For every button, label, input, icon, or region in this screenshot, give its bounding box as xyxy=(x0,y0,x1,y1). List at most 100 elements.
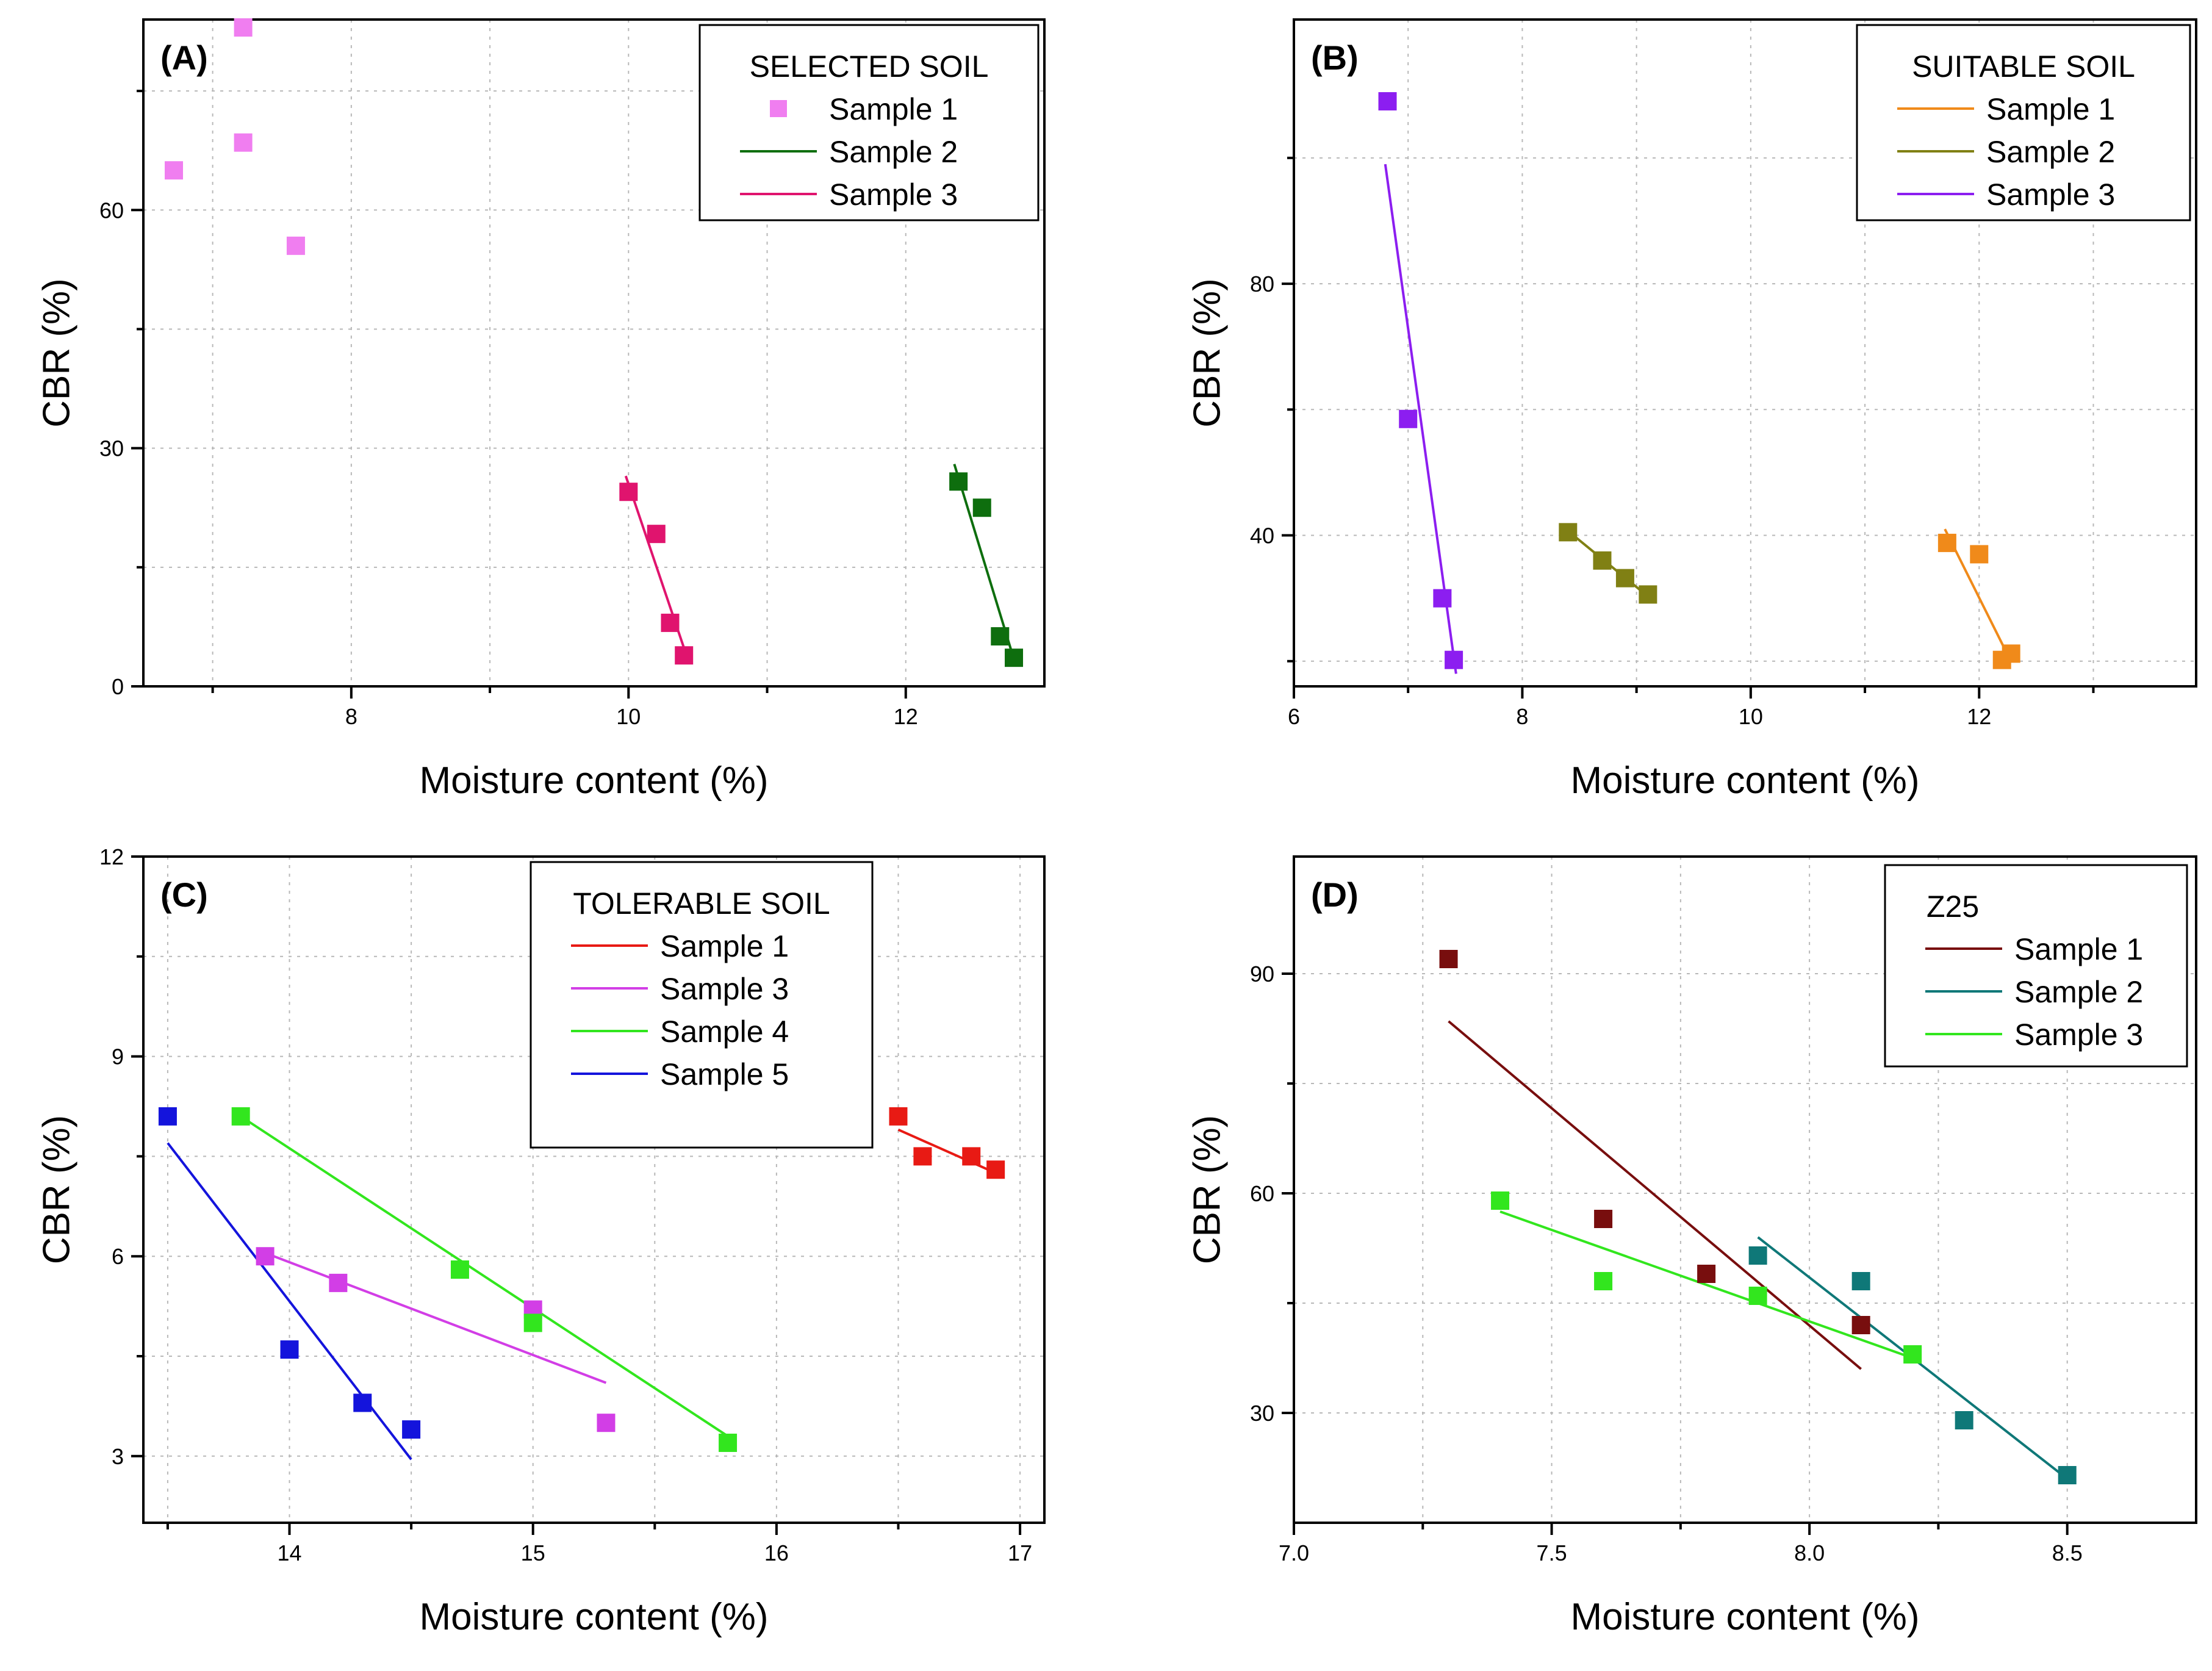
panel-a-sample-2-point xyxy=(991,627,1010,646)
panel-c-series xyxy=(158,1107,1005,1461)
panel-a-y-tick-label: 30 xyxy=(99,436,124,461)
panel-c-sample-2-point xyxy=(256,1247,275,1266)
panel-a-sample-1-point xyxy=(234,18,253,37)
panel-d-sample-2-point xyxy=(1955,1411,1973,1429)
panel-d-sample-1-point xyxy=(1697,1265,1716,1283)
panel-a-x-tick-label: 8 xyxy=(345,704,357,729)
panel-d-x-tick-label: 8.0 xyxy=(1794,1540,1825,1565)
panel-c-x-tick-label: 17 xyxy=(1008,1540,1032,1565)
panel-d-sample-3-point xyxy=(1903,1345,1922,1364)
panel-a-sample-2-point xyxy=(1005,649,1024,667)
panel-d-axes-frame xyxy=(1293,855,2197,1524)
panel-c-y-tick-label: 12 xyxy=(99,844,124,869)
panel-b-sample-3-fit-line xyxy=(1384,164,1457,674)
panel-a-legend-title: SELECTED SOIL xyxy=(750,49,989,84)
panel-a-sample-3-point xyxy=(647,525,666,544)
panel-c-legend: TOLERABLE SOIL Sample 1 Sample 3 Sample … xyxy=(530,861,874,1149)
panel-d-sample-3-point xyxy=(1748,1287,1767,1305)
panel-d-sample-2-point xyxy=(2058,1466,2077,1484)
panel-c-axes-frame xyxy=(142,855,1046,1524)
panel-b-legend-title: SUITABLE SOIL xyxy=(1912,49,2135,84)
panel-b-x-axis-title: Moisture content (%) xyxy=(1571,760,1920,802)
panel-d-sample-3-fit-line xyxy=(1499,1210,1913,1359)
panel-a-sample-3-point xyxy=(619,483,638,501)
panel-a-y-tick-label: 60 xyxy=(99,198,124,223)
panel-c-y-tick-label: 3 xyxy=(112,1444,124,1469)
panel-d-sample-3-point xyxy=(1594,1272,1613,1290)
panel-b-sample-2-point xyxy=(1559,523,1578,542)
panel-d-sample-2-point xyxy=(1748,1246,1767,1265)
panel-c-sample-1-point xyxy=(986,1160,1005,1179)
panel-c-legend-label-2: Sample 3 xyxy=(660,972,789,1006)
panel-a-sample-2-point xyxy=(949,472,968,491)
panel-c-y-tick-label: 9 xyxy=(112,1044,124,1069)
panel-a-sample-2-point xyxy=(972,498,991,517)
panel-b-series xyxy=(1378,92,2020,674)
panel-b-legend-label-1: Sample 1 xyxy=(1986,92,2115,126)
panel-c-sample-2-point xyxy=(597,1414,616,1432)
panel-b-sample-3-point xyxy=(1399,409,1418,428)
panel-c-label: (C) xyxy=(160,875,208,914)
panel-d-y-tick-label: 30 xyxy=(1250,1401,1274,1426)
panel-c-sample-2-fit-line xyxy=(264,1251,607,1384)
panel-a-legend: SELECTED SOIL Sample 1 Sample 2 Sample 3 xyxy=(698,24,1040,221)
panel-a-label: (A) xyxy=(160,38,208,77)
panel-d-ticks: 7.0 7.5 8.0 8.5 30 60 90 xyxy=(1250,961,2083,1565)
panel-b-y-tick-label: 80 xyxy=(1250,271,1274,296)
panel-a-legend-label-1: Sample 1 xyxy=(829,92,958,126)
panel-b-legend: SUITABLE SOIL Sample 1 Sample 2 Sample 3 xyxy=(1856,24,2191,221)
legend-marker-swatch xyxy=(770,100,787,117)
panel-b-sample-1-point xyxy=(2002,644,2020,663)
panel-c-legend-title: TOLERABLE SOIL xyxy=(573,886,830,921)
panel-a-sample-3-point xyxy=(661,613,680,632)
panel-c-legend-label-3: Sample 4 xyxy=(660,1015,789,1049)
panel-b-x-tick-label: 12 xyxy=(1967,704,1991,729)
panel-b-sample-1-point xyxy=(1970,545,1989,564)
panel-d-legend-label-1: Sample 1 xyxy=(2014,932,2143,966)
panel-d-x-tick-label: 8.5 xyxy=(2052,1540,2083,1565)
panel-c: 14 15 16 17 3 6 9 12 (C) Moisture content (%) C… xyxy=(35,844,1046,1638)
panel-b-legend-label-3: Sample 3 xyxy=(1986,178,2115,212)
panel-c-sample-4-point xyxy=(280,1340,299,1359)
panel-d-y-tick-label: 90 xyxy=(1250,961,1274,986)
panel-c-sample-1-fit-line xyxy=(897,1128,996,1174)
panel-c-legend-label-1: Sample 1 xyxy=(660,929,789,963)
panel-b-sample-2-point xyxy=(1593,551,1612,570)
panel-d-sample-1-point xyxy=(1851,1316,1870,1334)
panel-a-ticks: 8 10 12 0 30 60 xyxy=(99,90,918,729)
panel-c-sample-3-point xyxy=(450,1260,469,1279)
panel-d-sample-1-fit-line xyxy=(1448,1020,1862,1370)
panel-b-sample-3-point xyxy=(1378,92,1397,111)
panel-c-x-axis-title: Moisture content (%) xyxy=(420,1596,769,1638)
panel-d-legend-box xyxy=(1884,864,2188,1068)
panel-b-x-tick-label: 8 xyxy=(1516,704,1528,729)
panel-b-label: (B) xyxy=(1311,38,1359,77)
panel-d-sample-2-point xyxy=(1851,1272,1870,1290)
panel-c-sample-3-point xyxy=(523,1313,542,1332)
panel-d-label: (D) xyxy=(1311,875,1359,914)
panel-b: 6 8 10 12 40 80 (B) Moisture content (%) CBR … xyxy=(1186,18,2197,802)
panel-c-sample-4-point xyxy=(158,1107,177,1126)
panel-b-sample-3-point xyxy=(1433,589,1452,608)
panel-a-x-tick-label: 10 xyxy=(616,704,641,729)
panel-b-sample-2-point xyxy=(1615,569,1634,588)
panel-d: 7.0 7.5 8.0 8.5 30 60 90 (D) Moisture content … xyxy=(1186,855,2197,1638)
panel-c-sample-3-point xyxy=(719,1433,738,1452)
panel-d-legend-label-3: Sample 3 xyxy=(2014,1018,2143,1052)
panel-c-x-tick-label: 14 xyxy=(277,1540,301,1565)
panel-a-sample-2-fit-line xyxy=(953,464,1014,655)
panel-a-legend-label-3: Sample 3 xyxy=(829,178,958,212)
panel-d-legend-title: Z25 xyxy=(1927,889,1979,924)
panel-d-y-tick-label: 60 xyxy=(1250,1181,1274,1206)
panel-d-sample-1-point xyxy=(1439,950,1458,968)
panel-b-x-tick-label: 6 xyxy=(1288,704,1300,729)
panel-b-legend-box xyxy=(1856,24,2191,221)
panel-d-legend: Z25 Sample 1 Sample 2 Sample 3 xyxy=(1884,864,2188,1068)
panel-d-sample-3-point xyxy=(1491,1191,1510,1210)
panel-c-ticks: 14 15 16 17 3 6 9 12 xyxy=(99,844,1032,1565)
panel-d-series xyxy=(1439,950,2077,1484)
panel-c-sample-3-point xyxy=(231,1107,250,1126)
panel-b-y-tick-label: 40 xyxy=(1250,523,1274,548)
panel-d-legend-label-2: Sample 2 xyxy=(2014,975,2143,1009)
